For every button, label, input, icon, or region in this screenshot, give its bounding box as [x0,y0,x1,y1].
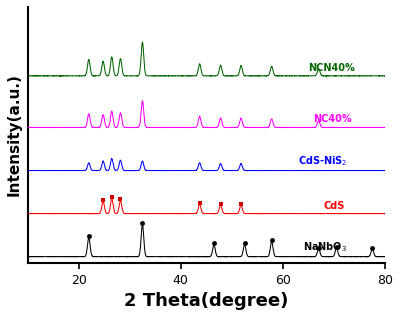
Text: NC40%: NC40% [314,114,352,125]
Text: NCN40%: NCN40% [308,63,355,73]
Text: CdS-NiS$_2$: CdS-NiS$_2$ [298,154,348,167]
Y-axis label: Intensity(a.u.): Intensity(a.u.) [7,74,22,197]
Text: CdS: CdS [324,201,345,210]
Text: NaNbO$_3$: NaNbO$_3$ [303,240,347,254]
X-axis label: 2 Theta(degree): 2 Theta(degree) [124,292,288,310]
